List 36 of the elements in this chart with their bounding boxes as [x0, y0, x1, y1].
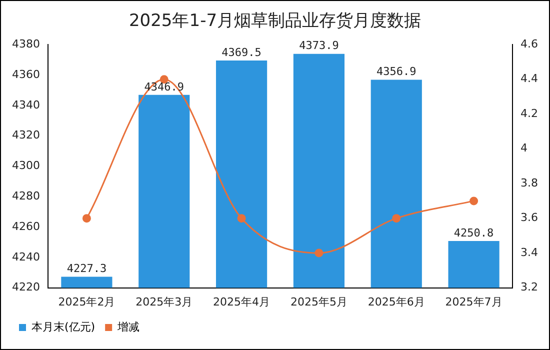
point	[82, 214, 91, 223]
y-tick-label: 4260	[12, 220, 40, 233]
y-tick-label: 4380	[12, 37, 40, 50]
y-tick-label: 4340	[12, 98, 40, 112]
data-label: 4373.9	[299, 39, 339, 52]
x-tick-label: 2025年5月	[290, 295, 348, 308]
y-tick-label: 4220	[12, 280, 40, 294]
data-label: 4250.8	[454, 226, 494, 240]
y2-tick-label: 4.6	[520, 37, 538, 50]
y2-tick-label: 4.4	[520, 72, 538, 86]
legend-label: 本月末(亿元)	[32, 320, 96, 334]
y2-tick-label: 3.2	[520, 280, 538, 294]
x-tick-label: 2025年3月	[136, 295, 193, 308]
point	[237, 214, 246, 223]
point	[314, 248, 324, 258]
data-label: 4369.5	[222, 46, 262, 59]
y2-tick-label: 4	[520, 142, 528, 155]
x-tick-label: 2025年4月	[213, 295, 270, 308]
data-label: 4227.3	[66, 262, 107, 276]
y-tick-label: 4360	[12, 68, 40, 81]
y2-tick-label: 3.4	[520, 246, 538, 259]
legend-label: 增减	[116, 320, 140, 334]
data-label: 4356.9	[376, 65, 416, 78]
x-tick-label: 2025年6月	[368, 295, 425, 308]
y2-tick-label: 3.8	[520, 176, 538, 190]
x-tick-label: 2025年7月	[445, 295, 502, 308]
point	[470, 196, 478, 206]
y-tick-label: 4280	[12, 189, 40, 202]
y-tick-label: 4320	[12, 128, 40, 142]
x-tick-label: 2025年2月	[58, 295, 116, 308]
y-tick-label: 4240	[12, 250, 40, 264]
chart-title: 2025年1-7月烟草制品业存货月度数据	[128, 10, 422, 32]
y2-tick-label: 3.6	[520, 211, 538, 224]
point	[392, 214, 401, 223]
y-tick-label: 4300	[12, 159, 40, 172]
y2-tick-label: 4.2	[520, 106, 538, 120]
